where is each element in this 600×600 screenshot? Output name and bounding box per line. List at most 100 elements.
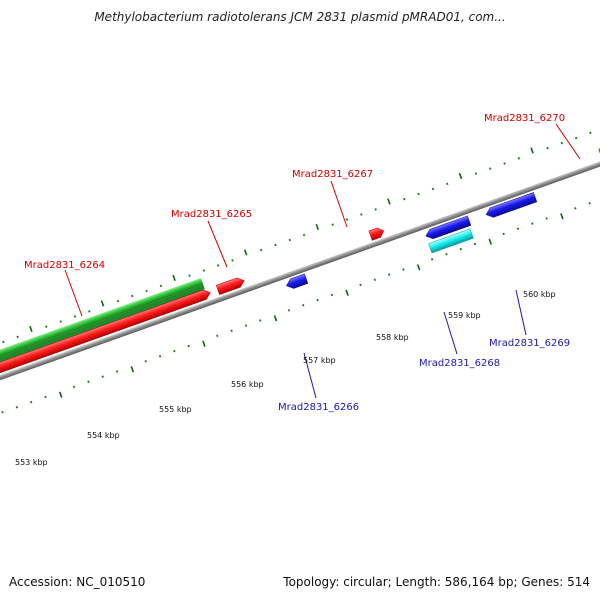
major-tick — [130, 366, 135, 373]
major-tick — [100, 300, 105, 307]
scale-labels: 553 kbp 554 kbp 555 kbp 556 kbp 557 kbp … — [15, 290, 556, 467]
minor-tick — [2, 340, 5, 344]
map-layers — [0, 130, 600, 414]
minor-tick — [302, 303, 305, 307]
forward-tick-track — [2, 131, 592, 344]
scale-label: 558 kbp — [376, 333, 409, 342]
major-tick — [416, 264, 421, 271]
leader-mrad2831-6270 — [555, 123, 581, 160]
minor-tick — [417, 192, 420, 196]
minor-tick — [374, 208, 377, 211]
gene-labels: Mrad2831_6264 Mrad2831_6265 Mrad2831_626… — [24, 113, 570, 413]
minor-tick — [403, 197, 406, 201]
leader-mrad2831-6268 — [443, 311, 458, 355]
minor-tick — [259, 248, 263, 252]
scale-label: 553 kbp — [15, 458, 48, 467]
minor-tick — [473, 242, 477, 246]
gene-label-mrad2831-6264: Mrad2831_6264 — [24, 260, 105, 271]
minor-tick — [517, 157, 521, 160]
minor-tick — [73, 315, 77, 318]
gene-label-mrad2831-6265: Mrad2831_6265 — [171, 209, 252, 220]
major-tick — [530, 147, 534, 154]
minor-tick — [274, 243, 277, 247]
label-leader-lines — [64, 123, 581, 399]
gene-arrow-mrad2831-6268[interactable] — [424, 215, 472, 241]
major-tick — [202, 340, 206, 347]
minor-tick — [360, 213, 363, 216]
minor-tick — [188, 274, 191, 277]
minor-tick — [15, 405, 19, 409]
minor-tick — [574, 207, 577, 210]
minor-tick — [445, 252, 448, 256]
major-tick — [172, 274, 176, 282]
minor-tick — [231, 259, 234, 262]
minor-tick — [459, 247, 462, 251]
minor-tick — [216, 334, 219, 338]
gene-arrow-mrad2831-6266[interactable] — [285, 273, 309, 290]
minor-tick — [502, 232, 505, 236]
gene-label-mrad2831-6270: Mrad2831_6270 — [484, 113, 565, 124]
major-tick — [29, 325, 33, 333]
minor-tick — [431, 187, 435, 191]
major-tick — [315, 223, 320, 231]
genome-backbone — [0, 130, 600, 398]
major-tick — [560, 213, 564, 220]
minor-tick — [173, 349, 176, 353]
gene-arrow-mrad2831-6267[interactable] — [368, 226, 386, 241]
scale-label: 560 kbp — [523, 290, 556, 299]
major-tick — [488, 238, 493, 245]
major-tick — [243, 249, 248, 256]
minor-tick — [116, 299, 120, 303]
scale-label: 556 kbp — [231, 380, 264, 389]
minor-tick — [531, 222, 534, 225]
minor-tick — [145, 289, 148, 293]
minor-tick — [159, 284, 163, 288]
map-title: Methylobacterium radiotolerans JCM 2831 … — [94, 10, 506, 24]
minor-tick — [88, 310, 91, 313]
minor-tick — [259, 319, 262, 322]
gene-arrow-mrad2831-6264[interactable] — [0, 288, 212, 385]
minor-tick — [72, 385, 76, 389]
scale-label: 555 kbp — [159, 405, 192, 414]
gene-arrow-mrad2831-6269[interactable] — [484, 192, 538, 219]
minor-tick — [131, 294, 134, 298]
minor-tick — [545, 217, 548, 220]
minor-tick — [446, 182, 449, 186]
cyan-feature-band[interactable] — [428, 228, 474, 254]
accession-text: Accession: NC_010510 — [9, 575, 146, 589]
major-tick — [345, 289, 349, 296]
minor-tick — [331, 223, 334, 226]
reverse-tick-track — [1, 201, 591, 414]
minor-tick — [59, 320, 62, 323]
minor-tick — [345, 218, 349, 221]
minor-tick — [489, 167, 492, 170]
minor-tick — [187, 344, 190, 348]
leader-mrad2831-6266 — [303, 352, 317, 399]
minor-tick — [316, 298, 319, 302]
minor-tick — [588, 201, 591, 205]
minor-tick — [244, 324, 248, 327]
minor-tick — [589, 131, 592, 135]
gene-arrow-mrad2831-6265[interactable] — [215, 276, 246, 295]
minor-tick — [359, 283, 362, 287]
minor-tick — [302, 233, 306, 237]
green-feature-band[interactable] — [0, 277, 205, 375]
genome-summary-text: Topology: circular; Length: 586,164 bp; … — [283, 575, 590, 589]
minor-tick — [474, 172, 478, 175]
gene-label-mrad2831-6267: Mrad2831_6267 — [292, 169, 373, 180]
major-tick — [458, 172, 463, 180]
minor-tick — [516, 227, 520, 230]
minor-tick — [115, 370, 119, 373]
major-tick — [273, 315, 278, 322]
leader-mrad2831-6265 — [207, 220, 228, 268]
minor-tick — [546, 146, 549, 150]
leader-mrad2831-6267 — [330, 180, 348, 228]
minor-tick — [402, 268, 405, 271]
minor-tick — [560, 141, 564, 145]
minor-tick — [288, 238, 291, 242]
scale-label: 554 kbp — [87, 431, 120, 440]
gene-label-mrad2831-6269: Mrad2831_6269 — [489, 338, 570, 349]
minor-tick — [45, 325, 48, 328]
